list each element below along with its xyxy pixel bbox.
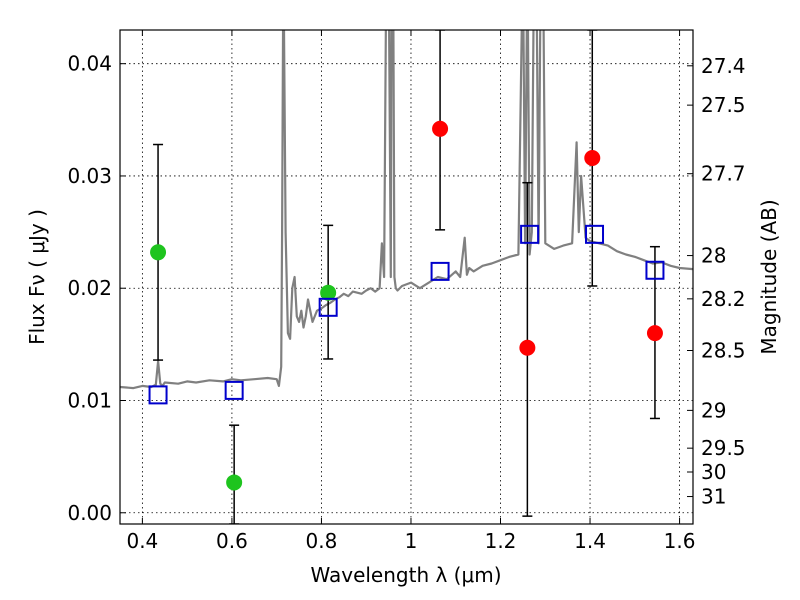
- magnitude-tick-label: 29.5: [701, 436, 746, 460]
- right-axis-label: Magnitude (AB): [757, 199, 781, 354]
- x-tick-label: 1.6: [664, 529, 696, 553]
- model-flux-square: [645, 260, 665, 280]
- y-tick-label: 0.02: [67, 276, 112, 300]
- magnitude-tick-label: 28.2: [701, 287, 746, 311]
- model-flux-square: [430, 261, 450, 281]
- model-flux-square: [224, 380, 244, 400]
- x-tick-label: 1: [405, 529, 418, 553]
- x-tick-label: 1.2: [485, 529, 517, 553]
- y-tick-label: 0.00: [67, 501, 112, 525]
- x-tick-label: 0.6: [216, 529, 248, 553]
- magnitude-tick-label: 31: [701, 485, 726, 509]
- photometry-point: [320, 284, 337, 301]
- magnitude-tick-label: 28.5: [701, 338, 746, 362]
- photometry-point: [646, 325, 663, 342]
- model-flux-square: [520, 224, 540, 244]
- model-spectrum-line: [120, 30, 693, 390]
- x-axis-label: Wavelength λ (μm): [310, 563, 501, 587]
- magnitude-tick-label: 30: [701, 460, 726, 484]
- photometry-point: [432, 120, 449, 137]
- model-flux-square: [148, 385, 168, 405]
- y-axis-label: Flux Fν ( μJy ): [25, 209, 49, 345]
- y-tick-label: 0.01: [67, 389, 112, 413]
- grid: [120, 30, 693, 524]
- y-tick-label: 0.04: [67, 52, 112, 76]
- y-tick-label: 0.03: [67, 164, 112, 188]
- photometry-point: [226, 474, 243, 491]
- data-markers: [148, 120, 665, 491]
- magnitude-tick-label: 29: [701, 398, 726, 422]
- plot-frame: [119, 29, 694, 525]
- model-flux-square: [318, 297, 338, 317]
- x-tick-label: 1.4: [574, 529, 606, 553]
- magnitude-tick-label: 27.5: [701, 93, 746, 117]
- magnitude-tick-label: 27.7: [701, 162, 746, 186]
- photometry-point: [519, 339, 536, 356]
- model-flux-square: [585, 224, 605, 244]
- ticks: 0.4 0.6 0.8 1 1.2 1.4 1.6 0.00 0.01 0.02 0.03 0.04 2…: [67, 30, 746, 553]
- photometry-point: [584, 149, 601, 166]
- photometry-point: [150, 244, 167, 261]
- plot-background: [120, 30, 693, 524]
- x-tick-label: 0.8: [306, 529, 338, 553]
- magnitude-tick-label: 28: [701, 244, 726, 268]
- magnitude-tick-label: 27.4: [701, 54, 746, 78]
- model-spectrum: [120, 30, 693, 390]
- x-tick-label: 0.4: [126, 529, 158, 553]
